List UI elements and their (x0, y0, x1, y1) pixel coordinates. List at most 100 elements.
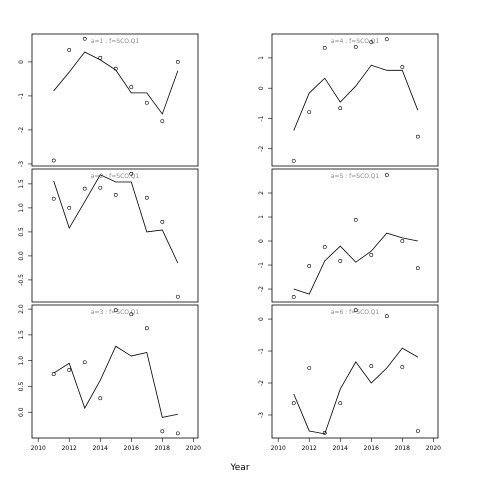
x-tick-label: 2018 (395, 445, 410, 452)
point (175, 59, 180, 64)
point (338, 106, 343, 111)
x-tick-label: 2010 (271, 445, 286, 452)
x-tick-label: 2014 (93, 445, 108, 452)
y-tick-label: -3 (18, 161, 25, 167)
point (113, 308, 118, 313)
point (98, 396, 103, 401)
y-tick-label: 0.0 (18, 407, 25, 417)
panel-title: a=2 : f=SCO.Q1 (91, 173, 140, 180)
point (82, 360, 87, 365)
x-tick-label: 2014 (333, 445, 348, 452)
panel (31, 304, 199, 439)
y-tick-label: 1 (258, 56, 265, 60)
point (400, 65, 405, 69)
panel (31, 168, 199, 303)
y-tick-label: 1.5 (18, 179, 25, 189)
panel (31, 33, 199, 167)
point (307, 366, 312, 370)
point (129, 85, 134, 89)
y-tick-label: 0 (258, 239, 265, 243)
y-tick-label: -2 (258, 380, 265, 386)
point (67, 205, 72, 210)
point (129, 171, 134, 176)
y-tick-label: -2 (258, 286, 265, 292)
panel-title: a=4 : f=SCO.Q1 (331, 38, 380, 45)
y-tick-label: -2 (18, 127, 25, 133)
y-tick-label: 0.5 (18, 227, 25, 237)
y-tick-label: -1 (258, 348, 265, 354)
x-tick-label: 2016 (124, 445, 139, 452)
point (98, 185, 103, 190)
x-tick-label: 2020 (186, 445, 201, 452)
point (307, 110, 312, 115)
x-tick-label: 2016 (364, 445, 379, 452)
point (82, 186, 87, 191)
point (369, 364, 374, 368)
point (82, 36, 87, 41)
y-tick-label: 0 (258, 86, 265, 90)
point (353, 45, 358, 49)
y-tick-label: -3 (258, 412, 265, 418)
x-tick-label: 2010 (31, 445, 46, 452)
panel (271, 33, 439, 167)
y-tick-label: 1.0 (18, 356, 25, 366)
point (160, 429, 165, 434)
point (113, 193, 118, 197)
point (415, 134, 420, 139)
point (51, 158, 56, 163)
point (322, 245, 327, 249)
point (291, 295, 296, 299)
point (67, 368, 72, 372)
y-tick-label: 1 (258, 215, 265, 219)
point (175, 294, 180, 299)
y-tick-label: 0 (18, 60, 25, 64)
point (353, 308, 358, 313)
point (175, 431, 180, 436)
point (353, 217, 358, 222)
point (415, 266, 420, 271)
point (291, 158, 296, 163)
point (400, 239, 405, 243)
point (384, 314, 389, 319)
line (293, 232, 418, 295)
y-tick-label: 0.5 (18, 381, 25, 391)
point (144, 195, 149, 200)
panel-title: a=5 : f=SCO.Q1 (331, 173, 380, 180)
point (338, 259, 343, 263)
point (160, 219, 165, 224)
point (144, 100, 149, 105)
y-tick-label: 2.0 (18, 304, 25, 314)
y-tick-label: -1 (258, 115, 265, 121)
panel-title: a=6 : f=SCO.Q1 (331, 309, 380, 316)
point (129, 312, 134, 317)
panel-title: a=1 : f=SCO.Q1 (91, 38, 140, 45)
y-tick-label: -1 (18, 93, 25, 99)
line (293, 347, 419, 435)
x-tick-label: 2012 (302, 445, 317, 452)
y-tick-label: -2 (258, 146, 265, 152)
point (307, 264, 312, 268)
x-tick-label: 2020 (426, 445, 441, 452)
point (369, 253, 374, 257)
panel (271, 304, 439, 439)
y-tick-label: 0.0 (18, 251, 25, 261)
y-tick-label: 1.0 (18, 203, 25, 213)
point (384, 37, 389, 42)
y-tick-label: -1 (258, 262, 265, 268)
point (369, 40, 374, 45)
point (160, 119, 165, 123)
panel-title: a=3 : f=SCO.Q1 (91, 309, 140, 316)
line (293, 64, 419, 131)
line (53, 345, 178, 418)
x-tick-label: 2012 (62, 445, 77, 452)
point (384, 173, 389, 177)
point (51, 196, 56, 201)
y-tick-label: 1.5 (18, 330, 25, 340)
line (53, 174, 179, 264)
point (338, 401, 343, 406)
x-tick-label: 2018 (155, 445, 170, 452)
point (400, 365, 405, 369)
point (415, 429, 420, 433)
y-tick-label: -0.5 (18, 274, 25, 286)
